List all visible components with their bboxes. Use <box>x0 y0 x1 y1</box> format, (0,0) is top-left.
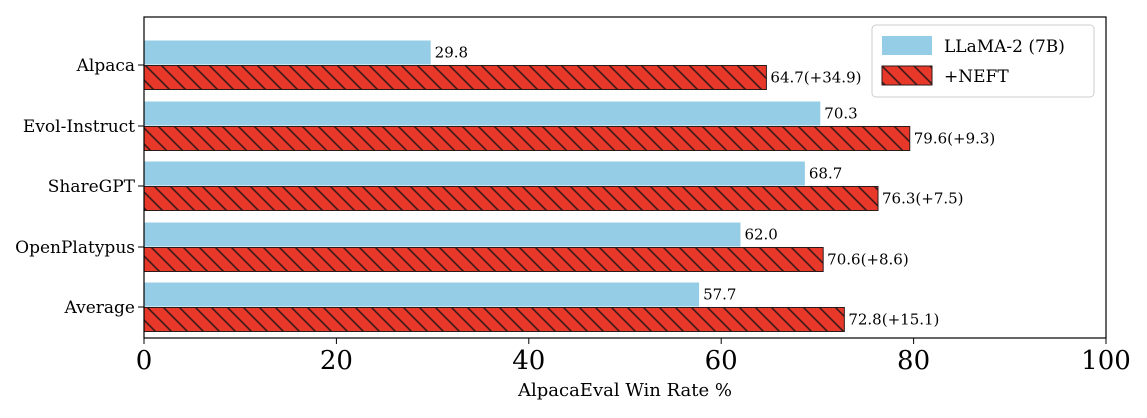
x-tick-label: 80 <box>897 346 930 376</box>
bar-base-average <box>144 282 700 307</box>
data-label: 70.3 <box>824 105 857 123</box>
legend-swatch <box>882 36 932 55</box>
bar-base-sharegpt <box>144 161 805 186</box>
data-label: 62.0 <box>744 226 777 244</box>
data-label: 68.7 <box>809 165 842 183</box>
data-label: 76.3(+7.5) <box>882 190 964 208</box>
legend-swatch <box>881 65 933 86</box>
bar-neft-sharegpt <box>143 186 879 211</box>
data-label: 70.6(+8.6) <box>827 251 909 269</box>
data-label: 29.8 <box>435 44 468 62</box>
legend-label: +NEFT <box>944 67 1009 87</box>
bar-neft-evol-instruct <box>143 126 911 151</box>
data-label: 57.7 <box>703 286 736 304</box>
y-tick-label: OpenPlatypus <box>15 238 135 258</box>
bar-neft-openplatypus <box>143 247 824 272</box>
bar-base-evol-instruct <box>144 101 821 126</box>
y-tick-label: Evol-Instruct <box>23 117 135 137</box>
data-label: 72.8(+15.1) <box>848 311 939 329</box>
y-tick-label: ShareGPT <box>48 177 136 197</box>
data-label: 79.6(+9.3) <box>914 130 996 148</box>
x-tick-label: 40 <box>512 346 545 376</box>
bar-neft-alpaca <box>143 65 767 90</box>
x-tick-label: 100 <box>1081 346 1131 376</box>
bar-neft-average <box>143 307 845 332</box>
x-tick-label: 0 <box>136 346 153 376</box>
y-tick-label: Alpaca <box>76 56 135 76</box>
data-label: 64.7(+34.9) <box>770 69 861 87</box>
y-tick-label: Average <box>64 298 135 318</box>
bar-base-openplatypus <box>144 222 741 247</box>
bar-base-alpaca <box>144 40 431 65</box>
x-tick-label: 60 <box>705 346 738 376</box>
plot-frame <box>143 16 1107 339</box>
x-tick-label: 20 <box>320 346 353 376</box>
legend-label: LLaMA-2 (7B) <box>944 37 1065 57</box>
x-axis-title: AlpacaEval Win Rate % <box>517 380 732 401</box>
